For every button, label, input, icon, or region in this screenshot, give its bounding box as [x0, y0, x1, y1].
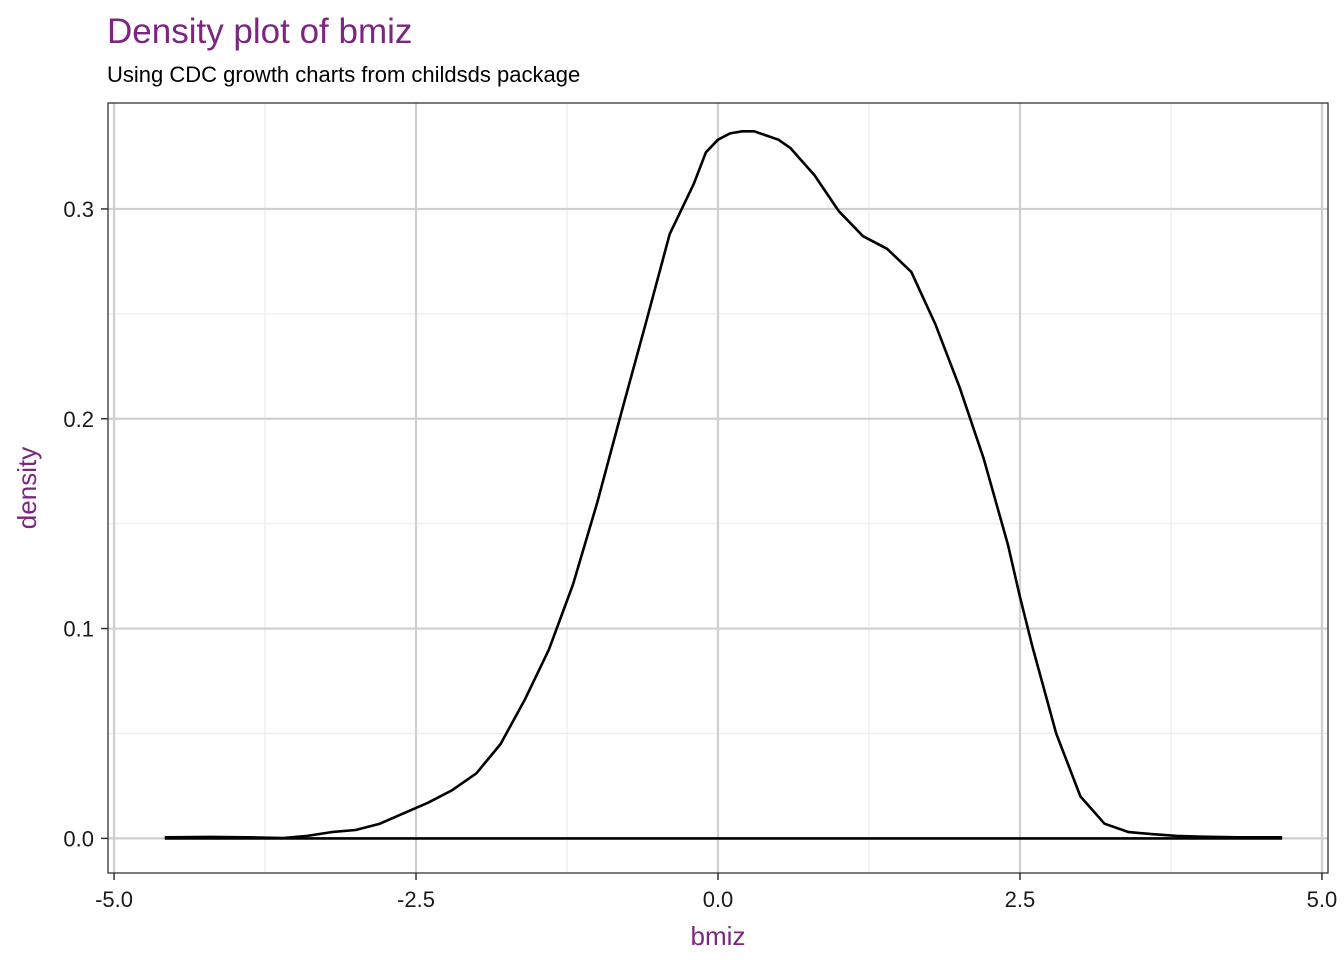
x-tick-label: -2.5 [397, 887, 435, 912]
y-tick-label: 0.1 [63, 617, 94, 642]
y-axis-label: density [12, 447, 42, 529]
y-axis: 0.0 0.1 0.2 0.3 [63, 197, 108, 851]
x-tick-label: 0.0 [703, 887, 734, 912]
y-tick-label: 0.3 [63, 197, 94, 222]
chart-title: Density plot of bmiz [107, 12, 413, 51]
series-layer [164, 130, 1283, 840]
x-tick-label: 5.0 [1307, 887, 1338, 912]
y-tick-label: 0.2 [63, 407, 94, 432]
density-curve [164, 130, 1283, 840]
grid-layer [108, 103, 1328, 873]
x-tick-label: -5.0 [95, 887, 133, 912]
chart-subtitle: Using CDC growth charts from childsds pa… [107, 62, 581, 87]
y-tick-label: 0.0 [63, 826, 94, 851]
x-axis-label: bmiz [691, 921, 746, 951]
x-tick-label: 2.5 [1005, 887, 1036, 912]
x-axis: -5.0 -2.5 0.0 2.5 5.0 [95, 873, 1337, 912]
